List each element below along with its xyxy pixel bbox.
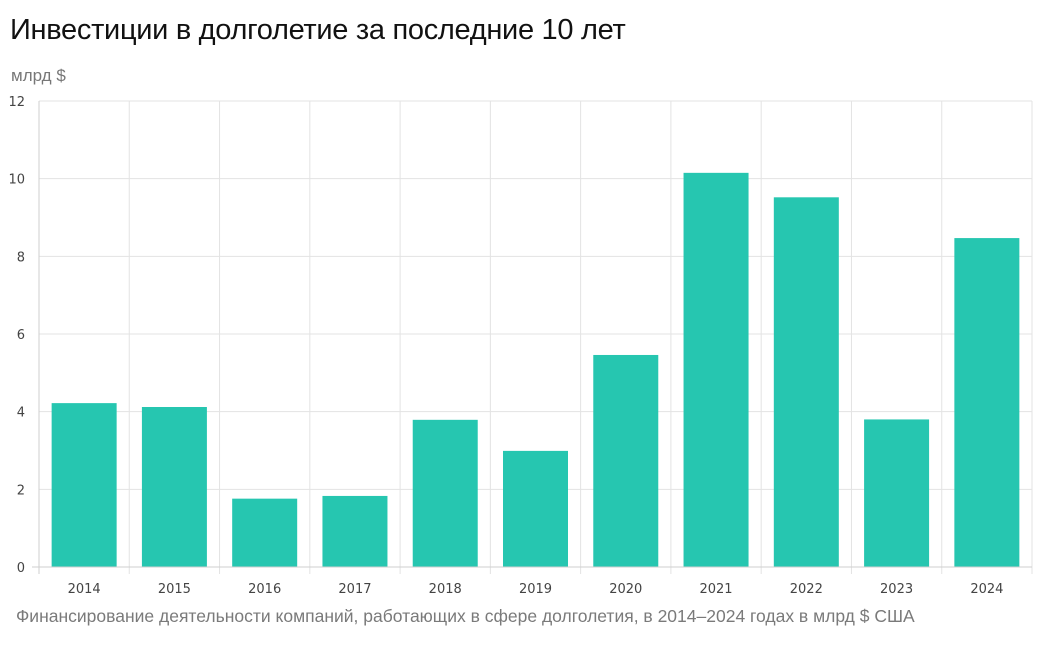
y-tick-label: 12	[8, 95, 25, 110]
bars	[51, 172, 1020, 567]
x-tick-label: 2024	[970, 582, 1003, 597]
bar-2020	[593, 354, 659, 567]
x-tick-label: 2014	[68, 582, 101, 597]
bar-2024	[954, 238, 1020, 567]
bar-2021	[683, 172, 749, 567]
y-axis-unit-label: млрд $	[11, 66, 66, 85]
axes: 0 2 4 6 8 10 12 2014 2015 2016 2017 2018 2019 2020 202…	[8, 95, 1032, 597]
x-tick-label: 2017	[338, 582, 371, 597]
x-tick-label: 2022	[790, 582, 823, 597]
bar-2016	[232, 498, 298, 567]
x-tick-label: 2019	[519, 582, 552, 597]
x-tick-label: 2023	[880, 582, 913, 597]
y-tick-label: 10	[8, 173, 25, 188]
y-tick-label: 6	[17, 328, 25, 343]
x-tick-label: 2016	[248, 582, 281, 597]
bar-2014	[51, 403, 117, 567]
y-tick-label: 4	[17, 406, 25, 421]
bar-2017	[322, 495, 388, 567]
bar-2019	[503, 450, 568, 567]
chart-title: Инвестиции в долголетие за последние 10 …	[10, 14, 626, 46]
y-tick-label: 8	[17, 250, 25, 265]
x-tick-label: 2015	[158, 582, 191, 597]
y-tick-label: 0	[17, 561, 25, 576]
x-tick-label: 2018	[429, 582, 462, 597]
x-tick-label: 2020	[609, 582, 642, 597]
y-tick-label: 2	[17, 483, 25, 498]
bar-2018	[412, 419, 478, 567]
bar-2023	[864, 419, 930, 567]
chart-caption: Финансирование деятельности компаний, ра…	[16, 606, 915, 626]
bar-2022	[773, 197, 839, 567]
bar-2015	[141, 407, 207, 567]
x-tick-label: 2021	[699, 582, 732, 597]
